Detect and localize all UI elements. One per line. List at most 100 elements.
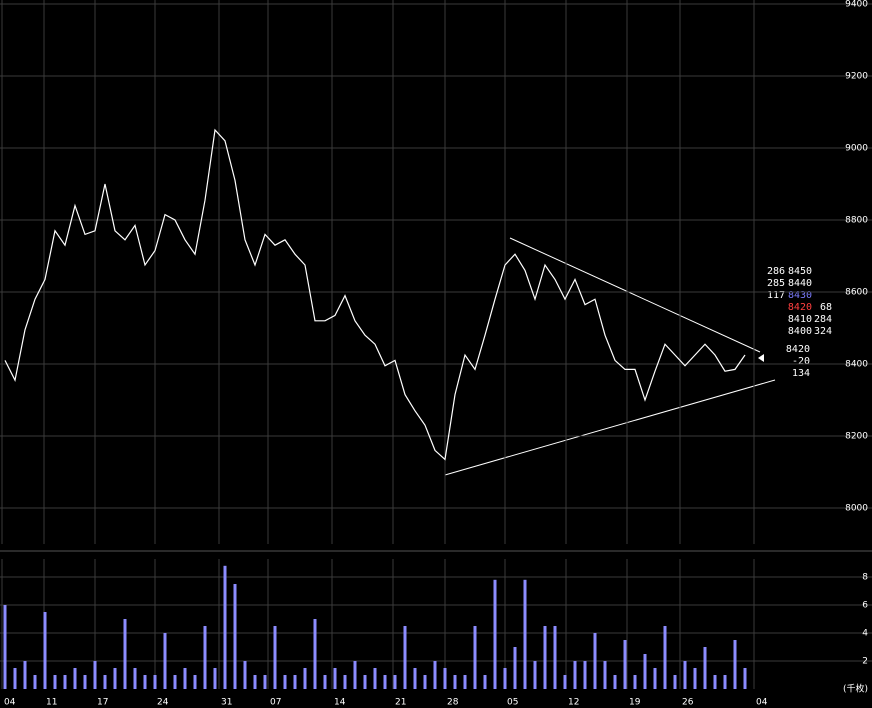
volume-bar <box>613 675 617 689</box>
y-tick-label: 9200 <box>845 72 868 82</box>
volume-bar <box>363 675 367 689</box>
volume-bar <box>743 668 747 689</box>
volume-bar <box>193 675 197 689</box>
x-tick-label: 04 <box>756 698 768 708</box>
y-tick-label: 8000 <box>845 504 868 514</box>
volume-bar <box>393 675 397 689</box>
x-tick-label: 14 <box>334 698 346 708</box>
volume-bar <box>133 668 137 689</box>
x-tick-label: 11 <box>46 698 57 708</box>
volume-bar <box>283 675 287 689</box>
volume-bar <box>143 675 147 689</box>
price-line <box>4 128 746 461</box>
volume-bar <box>23 661 27 689</box>
volume-bar <box>513 647 517 689</box>
last-price: 8420 <box>786 344 810 355</box>
ask-price: 8440 <box>788 278 812 289</box>
volume-bar <box>93 661 97 689</box>
bid-price: 8410 <box>788 314 812 325</box>
volume-bar <box>303 668 307 689</box>
volume-bar <box>53 675 57 689</box>
ask-price: 8450 <box>788 266 812 277</box>
x-tick-label: 05 <box>507 698 518 708</box>
volume-bar <box>123 619 127 689</box>
bid-size: 117 <box>767 290 785 301</box>
volume-bar <box>443 668 447 689</box>
volume-bar <box>343 675 347 689</box>
volume-bar <box>533 661 537 689</box>
volume-bar <box>223 565 227 689</box>
volume-bar <box>43 612 47 689</box>
trend-line-upper <box>509 237 761 353</box>
order-book: 286 8450 285 8440 117 8430 8420 68 8410 … <box>767 266 832 379</box>
volume-bar <box>63 675 67 689</box>
bid-size: 285 <box>767 278 785 289</box>
bid-size: 284 <box>814 314 832 325</box>
volume-bar <box>673 675 677 689</box>
y-tick-label: 6 <box>862 601 868 611</box>
volume-bar <box>373 668 377 689</box>
x-tick-label: 28 <box>447 698 459 708</box>
volume-bar <box>403 626 407 689</box>
ask-price: 8430 <box>788 290 812 301</box>
unit-label: (千枚) <box>843 683 868 695</box>
volume-bar <box>273 626 277 689</box>
volume-bar <box>113 668 117 689</box>
x-tick-label: 07 <box>270 698 281 708</box>
volume-bar <box>213 668 217 689</box>
volume-bar <box>623 640 627 689</box>
volume-bar <box>483 675 487 689</box>
bid-size: 68 <box>820 302 832 313</box>
volume-bar <box>423 675 427 689</box>
volume-bar <box>553 626 557 689</box>
volume-bar <box>153 675 157 689</box>
volume-bar <box>733 640 737 689</box>
volume-bar <box>643 654 647 689</box>
volume-bar <box>33 675 37 689</box>
volume-bar <box>633 675 637 689</box>
volume-bar <box>543 626 547 689</box>
volume-bar <box>603 661 607 689</box>
volume-bar <box>83 675 87 689</box>
volume-bar <box>253 675 257 689</box>
x-tick-label: 26 <box>682 698 694 708</box>
volume-bar <box>313 619 317 689</box>
volume-bar <box>653 668 657 689</box>
volume-bar <box>573 661 577 689</box>
volume-bar <box>263 675 267 689</box>
volume-bar <box>293 675 297 689</box>
volume-bar <box>173 675 177 689</box>
volume-bar <box>323 675 327 689</box>
x-tick-label: 04 <box>4 698 16 708</box>
volume-bar <box>563 675 567 689</box>
bid-size: 286 <box>767 266 785 277</box>
volume-bar <box>463 675 467 689</box>
volume-bar <box>353 661 357 689</box>
y-tick-label: 2 <box>862 657 868 667</box>
volume-bar <box>103 675 107 689</box>
volume-bar <box>453 675 457 689</box>
x-tick-label: 21 <box>395 698 406 708</box>
volume-bar <box>713 675 717 689</box>
volume-bar <box>233 584 237 689</box>
volume-bar <box>503 668 507 689</box>
volume-bar <box>473 626 477 689</box>
volume-bar <box>3 605 7 689</box>
x-tick-label: 19 <box>629 698 641 708</box>
y-tick-label: 8200 <box>845 432 868 442</box>
bid-size: 324 <box>814 326 832 337</box>
volume-bar <box>583 661 587 689</box>
volume-bar <box>703 647 707 689</box>
y-tick-label: 8400 <box>845 360 868 370</box>
y-tick-label: 8 <box>862 573 868 583</box>
x-tick-label: 17 <box>97 698 108 708</box>
volume-bar <box>183 668 187 689</box>
y-tick-label: 4 <box>862 629 868 639</box>
x-tick-label: 12 <box>568 698 579 708</box>
volume-bar <box>163 633 167 689</box>
y-tick-label: 8600 <box>845 288 868 298</box>
volume-bar <box>493 579 497 689</box>
volume-bar <box>523 579 527 689</box>
